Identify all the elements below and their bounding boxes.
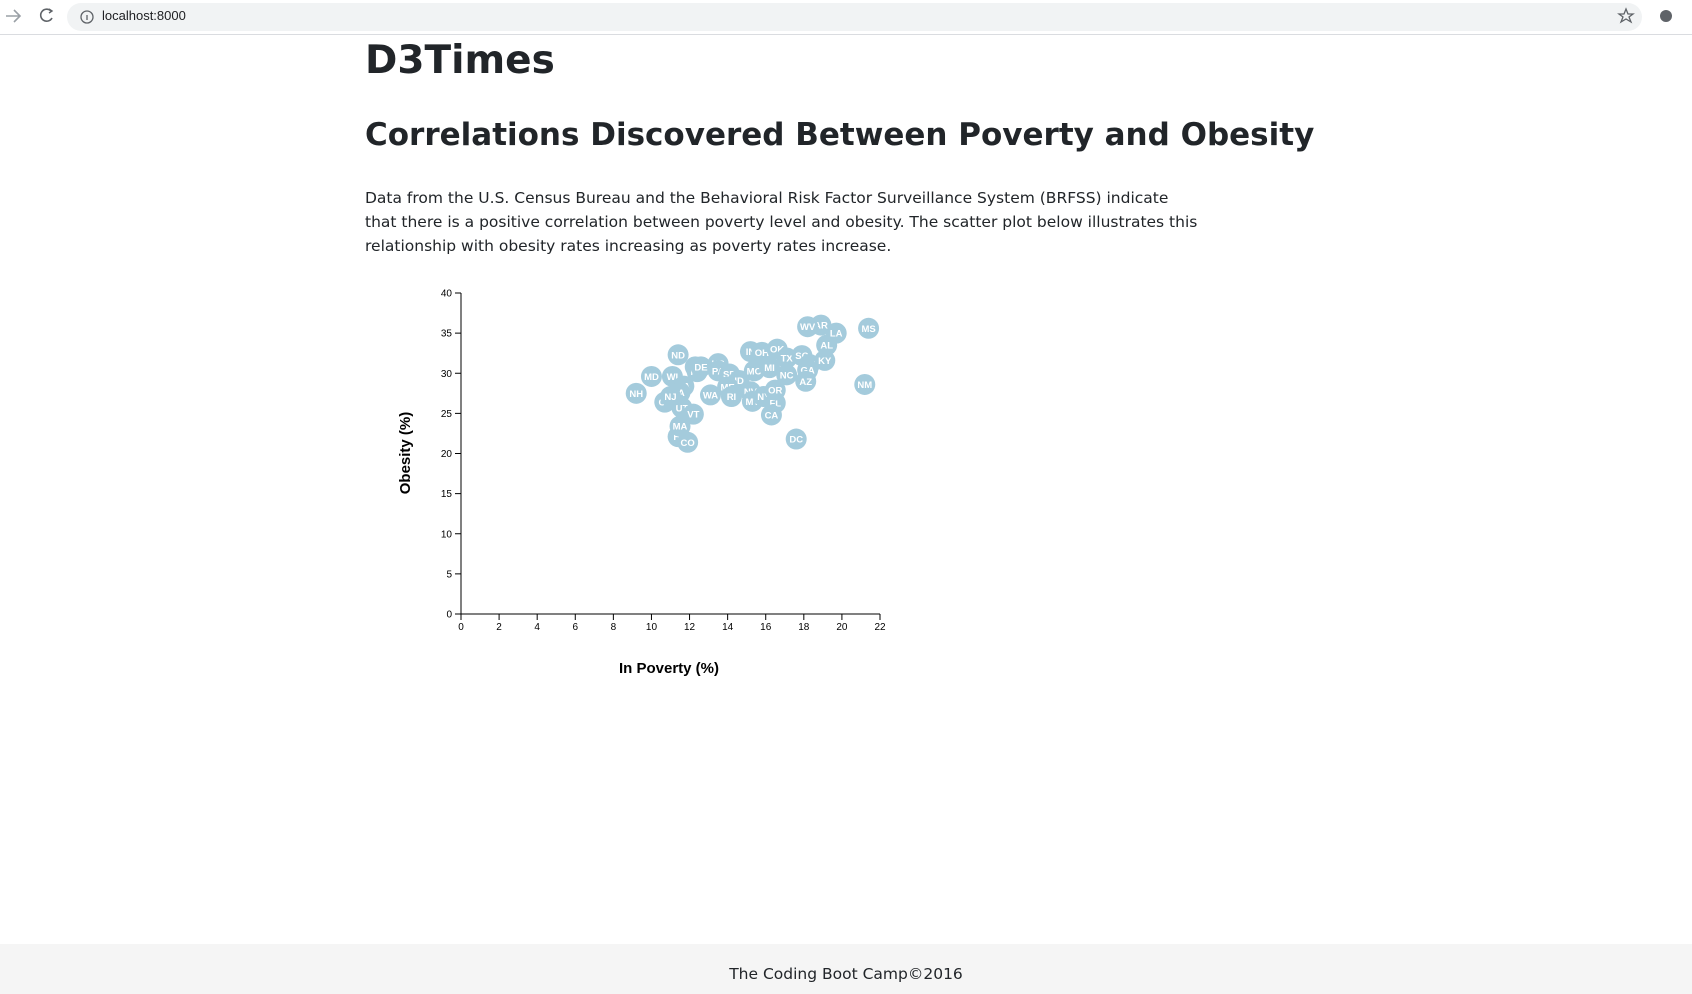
- y-tick-label: 15: [441, 489, 453, 500]
- x-tick-label: 16: [760, 622, 772, 633]
- x-tick-label: 22: [874, 622, 886, 633]
- x-tick-label: 6: [572, 622, 578, 633]
- y-tick-label: 30: [441, 369, 453, 380]
- point-label: MD: [644, 372, 659, 383]
- bookmark-icon[interactable]: [1617, 7, 1635, 24]
- y-tick-label: 40: [441, 289, 453, 300]
- profile-icon[interactable]: [1660, 10, 1672, 22]
- chart: 0 2 4 6 8 10 12 14 16 18 20 22 0 5 10 15 20 25 30 35 40 In Po…: [397, 289, 886, 678]
- x-tick-label: 8: [611, 622, 617, 633]
- point: [667, 344, 689, 366]
- point-label: UT: [676, 403, 689, 414]
- point: [814, 349, 836, 371]
- y-tick-label: 35: [441, 329, 453, 340]
- point-label: VT: [687, 410, 699, 421]
- y-tick-label: 20: [441, 449, 453, 460]
- point-label: HI: [673, 432, 683, 443]
- point-label: MT: [746, 397, 760, 408]
- point-label: NJ: [664, 392, 676, 403]
- point-label: KY: [818, 356, 832, 367]
- point-label: WV: [800, 322, 816, 333]
- point-label: FL: [769, 398, 781, 409]
- point: [660, 386, 681, 408]
- point-label: LA: [830, 329, 843, 340]
- y-tick-label: 5: [446, 569, 452, 580]
- point-label: CO: [681, 438, 695, 449]
- x-tick-label: 18: [798, 622, 810, 633]
- point-label: NY: [757, 392, 771, 403]
- point-label: WA: [703, 390, 718, 401]
- description: Data from the U.S. Census Bureau and the…: [365, 189, 1198, 255]
- point-label: OK: [770, 345, 784, 356]
- point-label: MS: [861, 324, 875, 335]
- point-label: SC: [795, 351, 808, 362]
- point-label: DC: [789, 435, 803, 446]
- point-label: IN: [746, 347, 756, 358]
- x-tick-label: 10: [646, 622, 658, 633]
- x-tick-label: 0: [458, 622, 464, 633]
- x-tick-label: 20: [836, 622, 848, 633]
- url: localhost:8000: [102, 8, 186, 23]
- x-axis-label: In Poverty (%): [619, 660, 719, 677]
- address-bar[interactable]: [67, 3, 1642, 31]
- point: [795, 370, 817, 392]
- point-label: ND: [671, 350, 685, 361]
- point: [682, 403, 704, 425]
- x-tick-label: 2: [496, 622, 502, 633]
- point-label: DE: [694, 362, 707, 373]
- point-label: NM: [857, 380, 872, 391]
- point: [699, 384, 721, 406]
- point-label: RI: [727, 392, 737, 403]
- nav-icons: [6, 8, 54, 23]
- browser-bar: localhost:8000: [0, 0, 1692, 35]
- y-tick-label: 25: [441, 409, 453, 420]
- point-label: TX: [781, 354, 794, 365]
- point: [785, 428, 807, 450]
- footer-text: The Coding Boot Camp©2016: [729, 965, 963, 983]
- point: [669, 415, 691, 437]
- point-label: MA: [673, 422, 688, 433]
- point-label: NH: [629, 389, 643, 400]
- point-label: OH: [755, 348, 769, 359]
- x-tick-label: 4: [534, 622, 540, 633]
- point: [690, 356, 712, 378]
- y-tick-label: 10: [441, 529, 453, 540]
- footer: The Coding Boot Camp©2016: [0, 944, 1692, 994]
- point: [625, 382, 647, 404]
- toolbar-icons: [1617, 7, 1672, 24]
- point-label: ID: [734, 376, 744, 387]
- point: [677, 431, 699, 453]
- point: [858, 317, 880, 339]
- point: [797, 316, 819, 338]
- point-label: PA: [712, 366, 725, 377]
- point-label: CA: [765, 410, 779, 421]
- x-tick-label: 12: [684, 622, 696, 633]
- info-icon[interactable]: [78, 3, 98, 31]
- point-label: AL: [820, 341, 833, 352]
- point-label: OR: [768, 386, 782, 397]
- x-tick-label: 14: [722, 622, 734, 633]
- forward-icon[interactable]: [6, 9, 22, 23]
- point: [759, 357, 781, 379]
- point: [764, 379, 786, 401]
- point: [776, 364, 798, 386]
- reload-icon[interactable]: [39, 8, 53, 22]
- point: [720, 386, 742, 408]
- point-label: MO: [747, 366, 762, 377]
- y-axis-label: Obesity (%): [397, 412, 414, 495]
- point: [640, 365, 662, 387]
- point: [854, 373, 876, 395]
- point-label: AR: [814, 321, 828, 332]
- point-label: SD: [723, 370, 736, 381]
- y-tick-label: 0: [446, 610, 452, 621]
- point-label: NC: [780, 370, 794, 381]
- point-label: WI: [667, 372, 679, 383]
- page-subtitle: Correlations Discovered Between Poverty …: [365, 117, 1315, 153]
- point-label: AZ: [799, 377, 812, 388]
- point-label: MI: [764, 363, 775, 374]
- page-title: D3Times: [365, 38, 555, 83]
- point: [760, 404, 782, 426]
- reload-arrow: [48, 8, 54, 14]
